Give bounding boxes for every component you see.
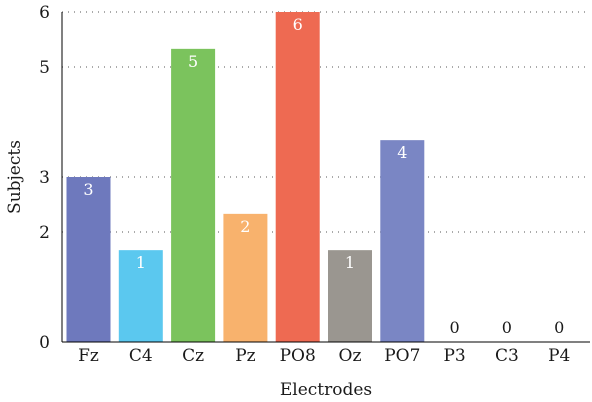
y-axis-ticks: 0 2 3 5 6: [39, 3, 50, 353]
bar-data-label: 1: [136, 253, 146, 272]
x-tick-label: Fz: [78, 346, 99, 366]
bar-data-label: 0: [554, 318, 564, 337]
bar: [118, 250, 163, 342]
y-axis-label: Subjects: [5, 140, 25, 214]
bar-data-label: 1: [345, 253, 355, 272]
x-tick-label: Oz: [339, 346, 362, 366]
y-tick-label: 0: [39, 333, 50, 353]
bar: [66, 177, 111, 342]
y-tick-label: 2: [39, 223, 50, 243]
x-tick-label: P4: [548, 346, 570, 366]
x-tick-label: Pz: [235, 346, 255, 366]
y-tick-label: 3: [39, 168, 50, 188]
bar: [380, 140, 425, 342]
bar-data-label: 3: [83, 180, 93, 199]
bar-data-label: 2: [240, 217, 250, 236]
bar-data-label: 6: [293, 15, 303, 34]
x-tick-label: Cz: [182, 346, 204, 366]
x-axis-ticks: Fz C4 Cz Pz PO8 Oz PO7 P3 C3 P4: [78, 346, 570, 366]
bar: [223, 213, 268, 342]
bar: [328, 250, 372, 342]
grid-layer: [62, 11, 590, 233]
bars-layer: [66, 12, 425, 342]
y-tick-label: 5: [39, 58, 50, 78]
bar-data-label: 4: [397, 143, 407, 162]
bar: [171, 48, 216, 342]
x-tick-label: PO8: [280, 346, 316, 366]
bar-data-label: 5: [188, 52, 198, 71]
y-tick-label: 6: [39, 3, 50, 23]
bar-data-label: 0: [450, 318, 460, 337]
x-tick-label: C3: [495, 346, 519, 366]
data-labels-layer: 3 1 5 2 6 1 4 0 0 0: [83, 15, 564, 337]
x-tick-label: PO7: [384, 346, 420, 366]
x-tick-label: P3: [443, 346, 465, 366]
bar-data-label: 0: [502, 318, 512, 337]
x-tick-label: C4: [129, 346, 153, 366]
x-axis-label: Electrodes: [280, 380, 372, 400]
bar: [275, 12, 320, 342]
